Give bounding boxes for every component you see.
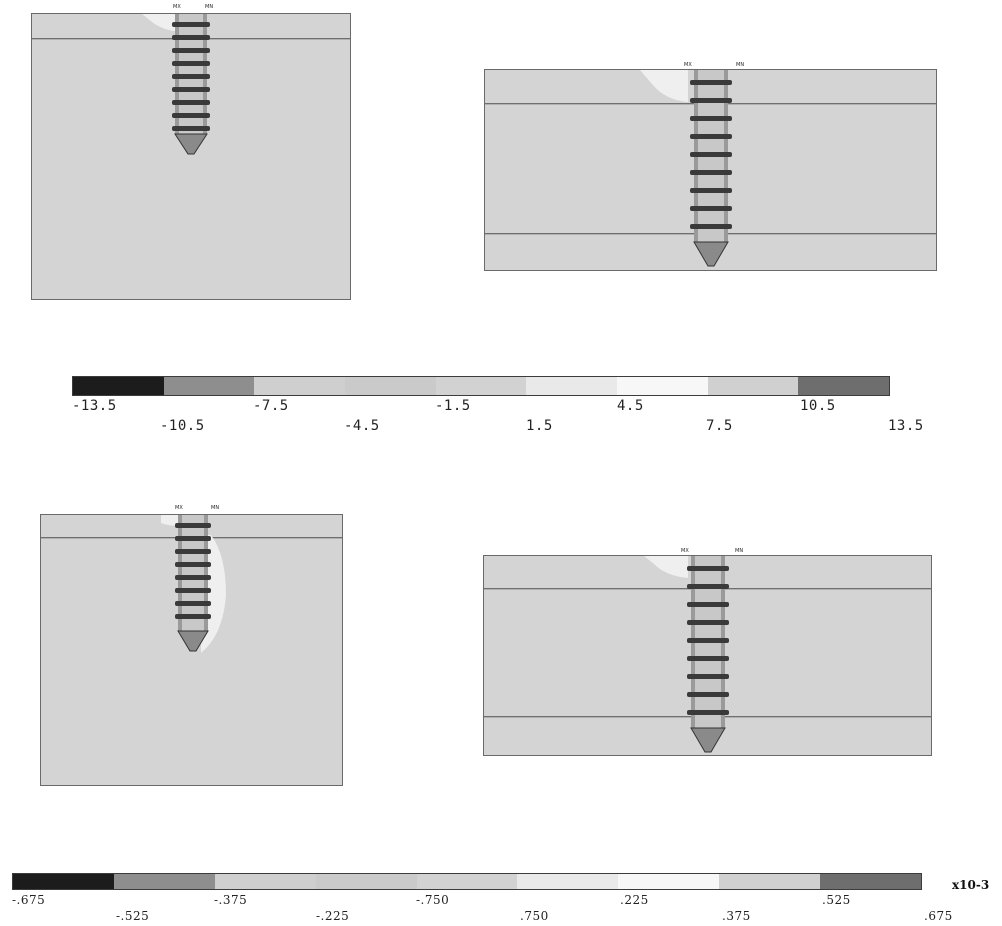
legend-1-tick: -1.5 [435,398,471,414]
legend-swatch [163,377,255,395]
fem-panel-top-right: MX MN [484,62,937,271]
stress-region [644,556,688,578]
legend-swatch [820,874,922,889]
legend-swatch [416,874,518,889]
node-label-min: MN [205,4,214,10]
screw-svg [172,14,210,155]
stress-region [640,70,688,102]
legend-2-scale-note: x10-3 [952,878,990,892]
legend-swatch [618,874,720,889]
legend-2-tick: -.675 [12,893,46,907]
implant-screw [170,14,212,156]
legend-swatch [526,377,618,395]
implant-screw [685,556,731,754]
node-label-max: MX [684,62,692,68]
legend-swatch [617,377,708,395]
legend-1-tick: 4.5 [617,398,644,414]
node-label-min: MN [211,505,220,511]
screw-svg [687,556,729,753]
fem-panel-bottom-left: MX MN [40,505,343,786]
implant-screw [688,70,734,268]
legend-1-tick: -10.5 [160,418,205,434]
node-label-max: MX [173,4,181,10]
legend-swatch [345,377,436,395]
legend-2-tick: -.525 [116,909,150,923]
legend-1-tick: -13.5 [72,398,117,414]
legend-swatch [435,377,527,395]
legend-2-tick: .675 [924,909,953,923]
stress-region [142,14,180,32]
legend-1-tick: -4.5 [344,418,380,434]
legend-swatch [214,874,316,889]
node-label-max: MX [175,505,183,511]
implant-screw [173,515,213,653]
legend-1-tick: -7.5 [253,398,289,414]
legend-swatch [254,377,346,395]
legend-1-tick: 7.5 [706,418,733,434]
node-label-min: MN [736,62,745,68]
legend-2-tick: .225 [620,893,649,907]
legend-swatch [707,377,799,395]
node-label-max: MX [681,548,689,554]
color-legend-2 [12,873,922,890]
legend-2-tick: .750 [520,909,549,923]
legend-1-tick: 13.5 [888,418,924,434]
legend-2-tick: -.375 [214,893,248,907]
screw-svg [690,70,732,267]
legend-swatch [13,874,114,889]
color-legend-1 [72,376,890,396]
node-label-min: MN [735,548,744,554]
legend-2-tick: .525 [822,893,851,907]
legend-swatch [517,874,619,889]
legend-swatch [113,874,215,889]
screw-svg [175,515,211,652]
legend-1-tick: 1.5 [526,418,553,434]
legend-swatch [719,874,821,889]
legend-2-tick: -.750 [416,893,450,907]
legend-swatch [798,377,890,395]
fem-panel-top-left: MX MN [31,4,351,300]
legend-2-tick: .375 [722,909,751,923]
legend-swatch [73,377,164,395]
legend-1-tick: 10.5 [800,398,836,414]
legend-2-tick: -.225 [316,909,350,923]
fem-panel-bottom-right: MX MN [483,548,932,756]
legend-swatch [315,874,417,889]
